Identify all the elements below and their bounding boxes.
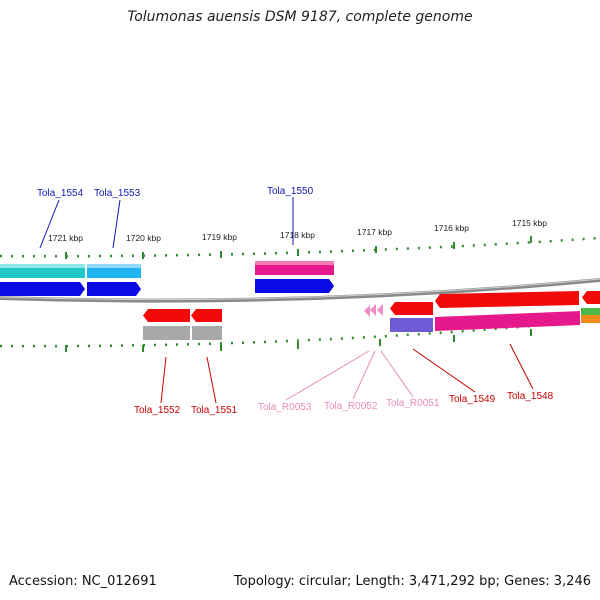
gene-tola-1551[interactable] bbox=[192, 326, 222, 340]
leader-line bbox=[412, 348, 476, 393]
gene-tola-1548[interactable] bbox=[435, 311, 580, 331]
gene-tola-1552[interactable] bbox=[143, 326, 190, 340]
cds-arrow-tola-1553[interactable] bbox=[87, 282, 141, 296]
scale-label: 1717 kbp bbox=[357, 227, 392, 237]
gene-label-tola-1552[interactable]: Tola_1552 bbox=[134, 405, 181, 416]
leader-line bbox=[352, 350, 376, 400]
gene-label-tola-1548[interactable]: Tola_1548 bbox=[507, 391, 554, 402]
cds-arrow-tola-1549[interactable] bbox=[390, 302, 433, 315]
scale-label: 1721 kbp bbox=[48, 233, 83, 243]
cds-arrow-tola-1551[interactable] bbox=[191, 309, 222, 322]
leader-line bbox=[112, 199, 121, 249]
upper-major-ticks bbox=[65, 236, 532, 259]
gene-label-tola-1549[interactable]: Tola_1549 bbox=[449, 394, 496, 405]
rna-arrow-tola-r0053[interactable] bbox=[364, 305, 370, 317]
scale-label: 1718 kbp bbox=[280, 230, 315, 240]
gene-label-tola-1550[interactable]: Tola_1550 bbox=[267, 186, 314, 197]
gene-tola-1553-shine bbox=[87, 264, 141, 268]
gene-label-tola-1551[interactable]: Tola_1551 bbox=[191, 405, 238, 416]
gene-label-tola-1554[interactable]: Tola_1554 bbox=[37, 188, 84, 199]
genome-backbone-highlight bbox=[0, 278, 600, 301]
lower-major-ticks bbox=[65, 329, 532, 352]
cds-arrow-tola-1554[interactable] bbox=[0, 282, 85, 296]
gene-offscreen-green[interactable] bbox=[581, 308, 600, 315]
gene-offscreen-orange[interactable] bbox=[581, 315, 600, 323]
cds-arrow-tola-1550[interactable] bbox=[255, 279, 334, 293]
scale-label: 1716 kbp bbox=[434, 223, 469, 233]
genome-summary-text: Topology: circular; Length: 3,471,292 bp… bbox=[233, 574, 591, 589]
accession-text: Accession: NC_012691 bbox=[9, 574, 157, 589]
rna-arrow-tola-r0052[interactable] bbox=[370, 304, 376, 316]
upper-tick-row bbox=[0, 236, 600, 258]
gene-label-tola-1553[interactable]: Tola_1553 bbox=[94, 188, 141, 199]
gene-label-tola-r0051[interactable]: Tola_R0051 bbox=[386, 398, 440, 409]
leader-line bbox=[380, 350, 414, 398]
leader-line bbox=[509, 343, 534, 390]
gene-tola-1554-shine bbox=[0, 264, 85, 268]
gene-tola-1549[interactable] bbox=[390, 318, 433, 332]
cds-arrow-offscreen[interactable] bbox=[582, 291, 600, 304]
leader-line bbox=[39, 199, 60, 249]
leader-line bbox=[160, 356, 167, 404]
rna-arrow-tola-r0051[interactable] bbox=[377, 304, 383, 316]
scale-label: 1720 kbp bbox=[126, 233, 161, 243]
genome-title: Tolumonas auensis DSM 9187, complete gen… bbox=[127, 9, 473, 25]
gene-tola-1550-shine bbox=[255, 261, 334, 265]
cds-arrow-tola-1548[interactable] bbox=[435, 291, 579, 308]
scale-label: 1715 kbp bbox=[512, 218, 547, 228]
leader-line bbox=[206, 356, 217, 404]
gene-label-tola-r0053[interactable]: Tola_R0053 bbox=[258, 402, 312, 413]
leader-line bbox=[285, 350, 370, 401]
cds-arrow-tola-1552[interactable] bbox=[143, 309, 190, 322]
genome-backbone bbox=[0, 278, 600, 303]
scale-label: 1719 kbp bbox=[202, 232, 237, 242]
gene-label-tola-r0052[interactable]: Tola_R0052 bbox=[324, 401, 378, 412]
